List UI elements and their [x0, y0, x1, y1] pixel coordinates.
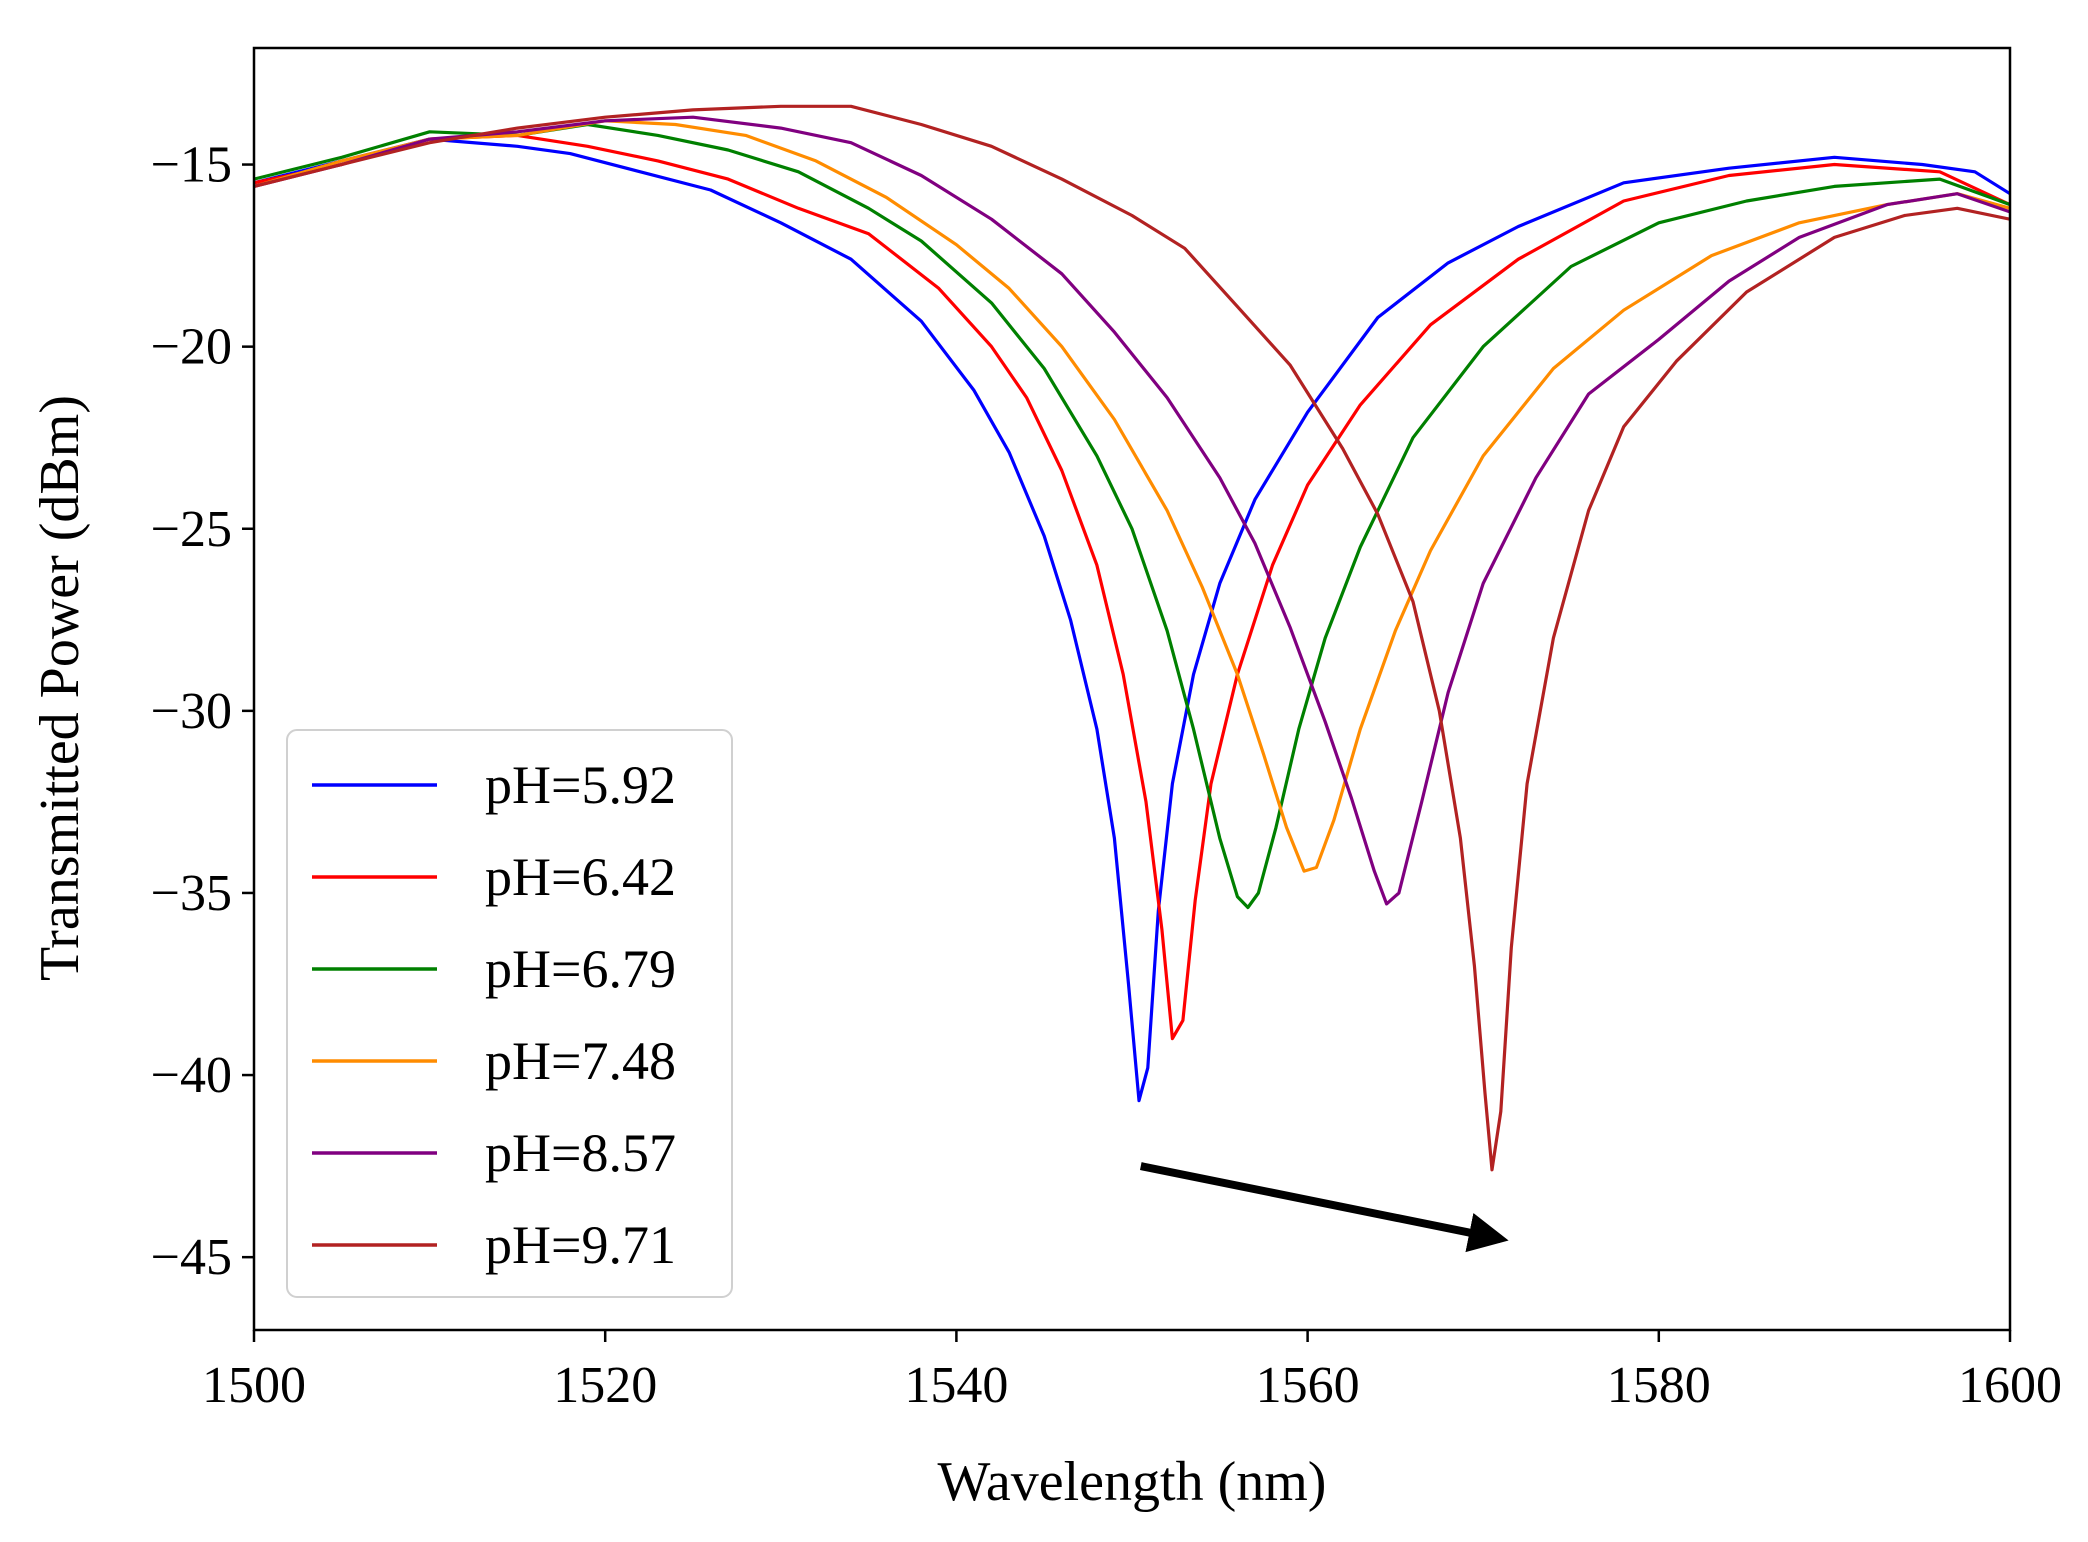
y-tick-label: −25 — [151, 501, 232, 558]
y-tick-label: −20 — [151, 319, 232, 376]
legend-label: pH=5.92 — [485, 755, 676, 815]
x-tick-label: 1520 — [553, 1357, 657, 1414]
series-line-4 — [254, 119, 2010, 873]
y-tick-label: −35 — [151, 865, 232, 922]
legend-label: pH=8.57 — [485, 1123, 676, 1183]
y-tick-label: −30 — [151, 683, 232, 740]
y-tick-label: −40 — [151, 1047, 232, 1104]
plot-frame — [252, 46, 2012, 1332]
shift-arrow — [1139, 1162, 1509, 1253]
legend-label: pH=6.42 — [485, 847, 676, 907]
legend-label: pH=9.71 — [485, 1215, 676, 1275]
x-tick-label: 1540 — [904, 1357, 1008, 1414]
legend-label: pH=6.79 — [485, 939, 676, 999]
series-line-1 — [254, 137, 2010, 1103]
series-line-5 — [254, 115, 2010, 906]
legend-box — [286, 729, 733, 1298]
x-tick-label: 1600 — [1958, 1357, 2062, 1414]
x-axis: 1500 1520 1540 1560 1580 1600 — [202, 1330, 2062, 1414]
series-layer — [254, 104, 2010, 1172]
series-line-2 — [254, 133, 2010, 1041]
y-axis-title: Transmitted Power (dBm) — [29, 395, 91, 981]
series-line-6 — [254, 104, 2010, 1172]
y-axis: −45 −40 −35 −30 −25 −20 −15 — [151, 137, 254, 1286]
y-tick-label: −15 — [151, 137, 232, 194]
x-tick-label: 1580 — [1607, 1357, 1711, 1414]
legend: pH=5.92 pH=6.42 pH=6.79 pH=7.48 pH=8.57 pH=9.… — [286, 729, 733, 1298]
x-tick-label: 1560 — [1256, 1357, 1360, 1414]
series-line-3 — [254, 122, 2010, 910]
x-tick-label: 1500 — [202, 1357, 306, 1414]
x-axis-title: Wavelength (nm) — [938, 1451, 1327, 1513]
legend-label: pH=7.48 — [485, 1031, 676, 1091]
y-tick-label: −45 — [151, 1229, 232, 1286]
